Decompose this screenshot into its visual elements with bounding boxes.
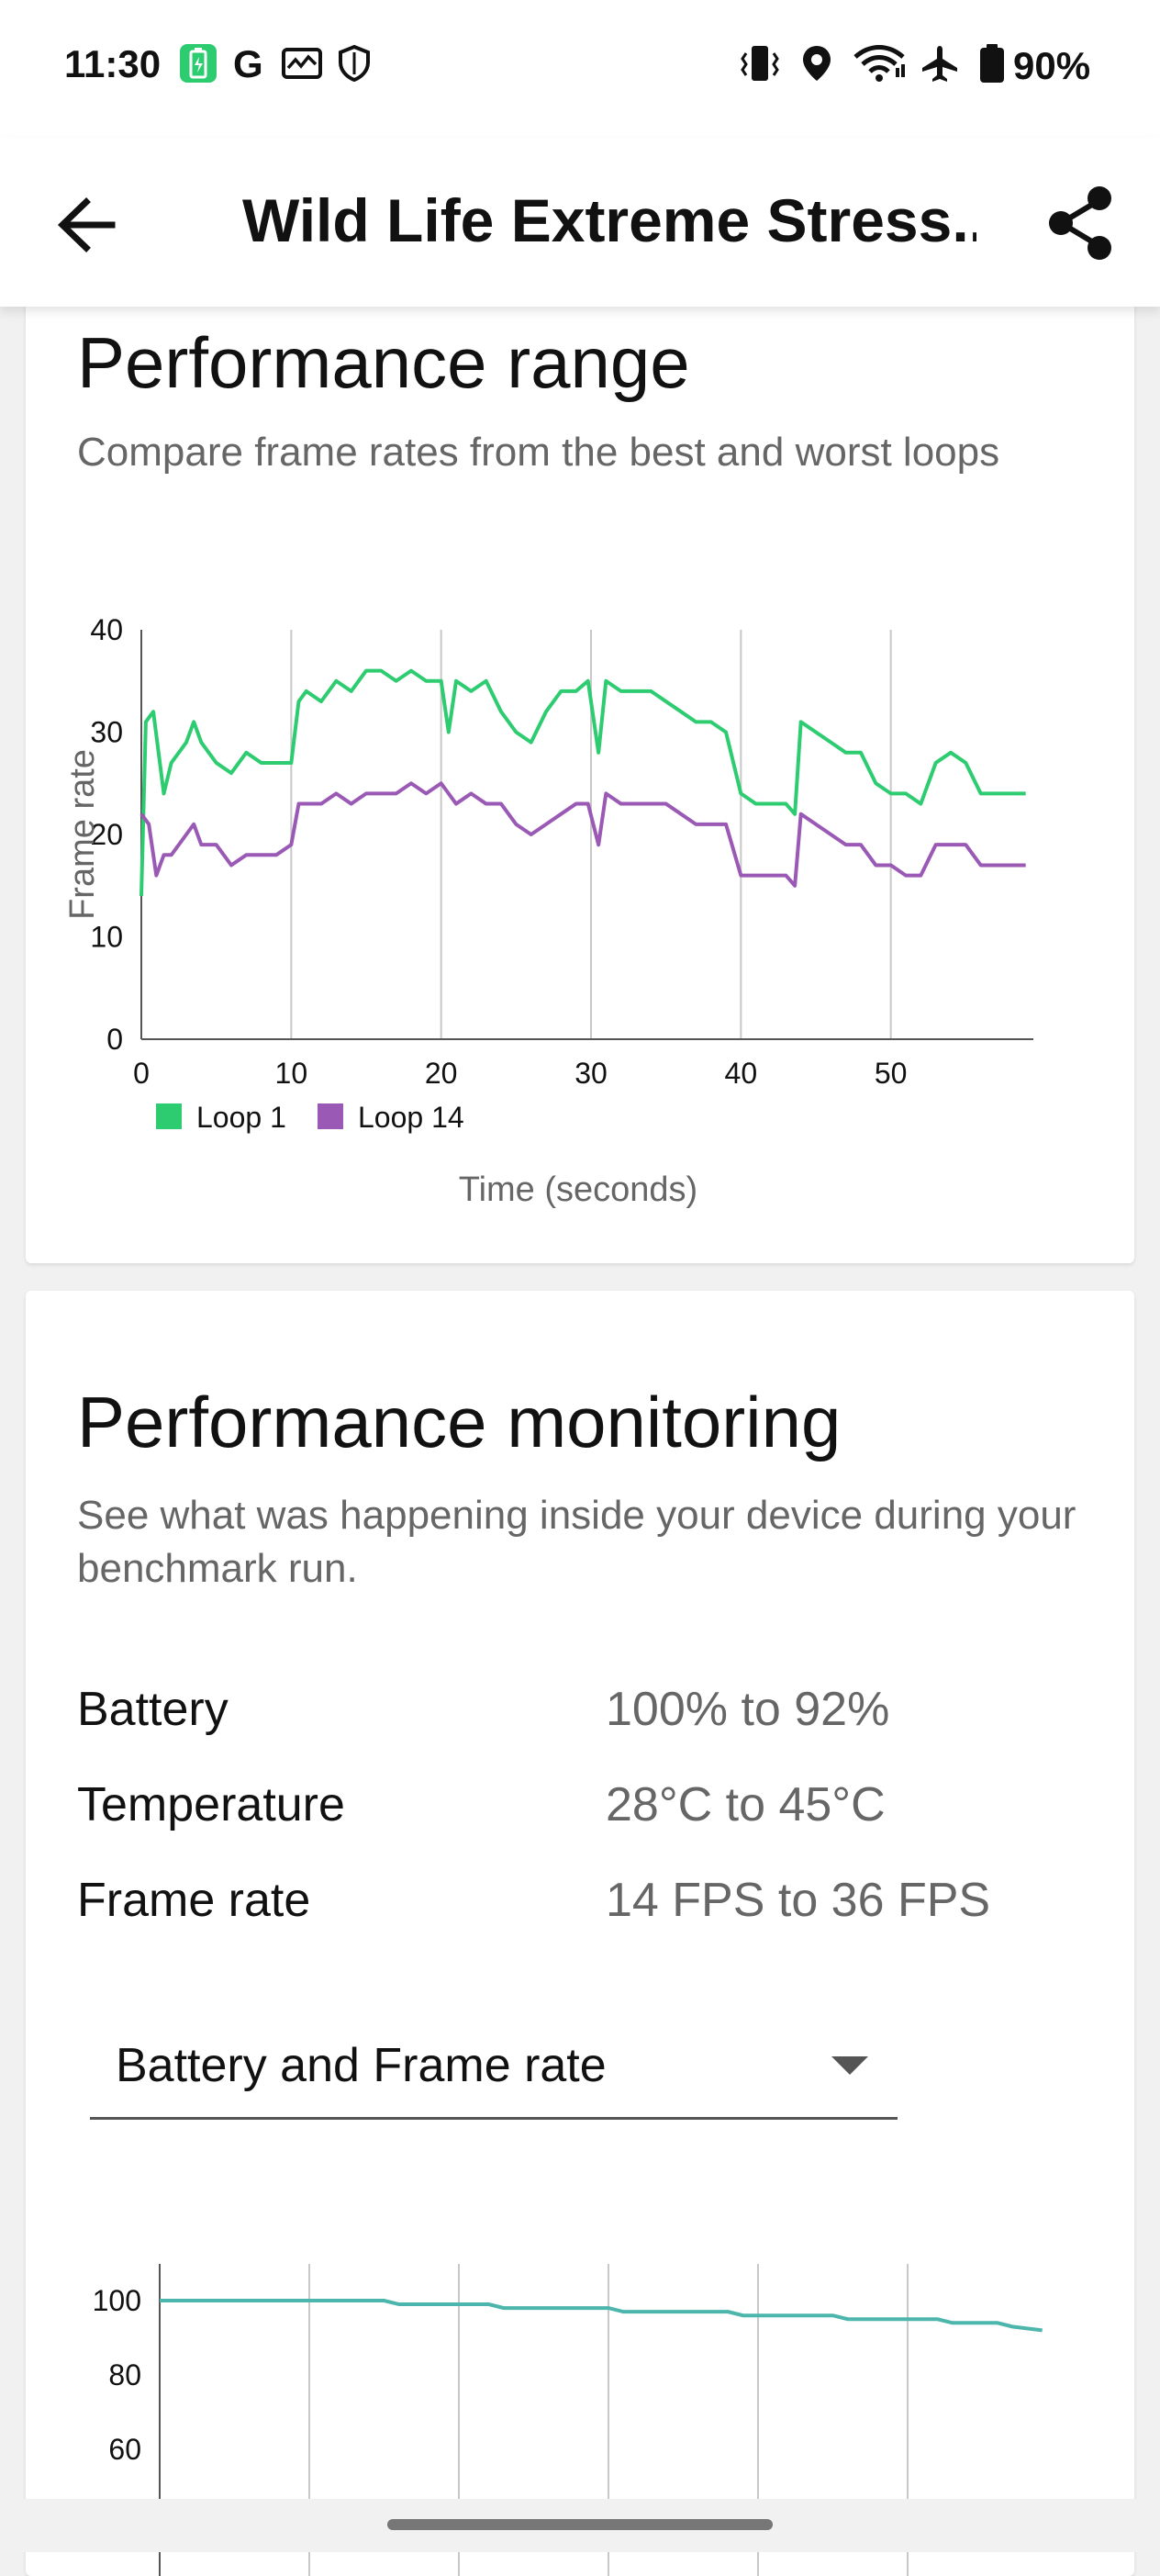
stat-label: Temperature	[77, 1778, 345, 1831]
dropdown-selected-value: Battery and Frame rate	[116, 2039, 607, 2092]
series-line	[139, 668, 1026, 896]
stat-value: 28°C to 45°C	[606, 1778, 886, 1831]
performance-monitoring-subtitle: See what was happening inside your devic…	[77, 1493, 1076, 1591]
performance-range-subtitle: Compare frame rates from the best and wo…	[77, 430, 1000, 475]
legend-swatch	[318, 1103, 343, 1129]
x-tick-label: 40	[725, 1057, 758, 1090]
battery-icon	[980, 44, 1004, 83]
wifi-icon	[853, 45, 905, 82]
y-tick-label: 40	[90, 613, 123, 646]
shield-icon	[339, 44, 370, 83]
dropdown-arrow-icon	[831, 2056, 868, 2075]
y-tick-label: 10	[90, 921, 123, 954]
series-line	[139, 781, 1026, 888]
x-tick-label: 0	[133, 1057, 150, 1090]
status-time: 11:30	[64, 42, 162, 85]
performance-range-title: Performance range	[77, 322, 690, 403]
arrow-left-icon[interactable]	[48, 184, 130, 266]
share-icon[interactable]	[1041, 182, 1123, 264]
vibrate-icon	[741, 46, 779, 81]
x-tick-label: 30	[574, 1057, 608, 1090]
x-axis-label: Time (seconds)	[459, 1170, 697, 1209]
stat-row-battery: Battery 100% to 92%	[77, 1682, 1087, 1746]
performance-monitoring-title: Performance monitoring	[77, 1382, 842, 1462]
y-axis-label: Frame rate	[63, 749, 102, 920]
chart-metric-dropdown[interactable]: Battery and Frame rate	[90, 2007, 898, 2120]
svg-text:G: G	[233, 44, 263, 83]
stat-label: Battery	[77, 1683, 229, 1736]
performance-monitoring-card: Performance monitoring See what was happ…	[26, 1291, 1134, 2576]
y-tick-label: 20	[90, 818, 123, 851]
x-tick-label: 10	[275, 1057, 308, 1090]
y-tick-label: 0	[106, 1023, 123, 1056]
stat-value: 100% to 92%	[606, 1683, 890, 1736]
airplane-icon	[922, 46, 957, 82]
legend-label: Loop 14	[358, 1101, 464, 1134]
series-line	[160, 2299, 1043, 2333]
x-tick-label: 50	[875, 1057, 908, 1090]
location-icon	[803, 46, 831, 81]
y-tick-label: 30	[90, 716, 123, 749]
battery-chart: 60 80 100	[93, 2264, 1043, 2576]
stat-row-frame-rate: Frame rate 14 FPS to 36 FPS	[77, 1873, 1087, 1937]
y-tick-label: 60	[108, 2433, 141, 2466]
google-icon: G	[233, 44, 263, 83]
stat-value: 14 FPS to 36 FPS	[606, 1874, 991, 1927]
stat-label: Frame rate	[77, 1874, 311, 1927]
legend-label: Loop 1	[196, 1101, 286, 1134]
performance-range-card: Performance range Compare frame rates fr…	[26, 292, 1134, 1263]
page-title: Wild Life Extreme Stress...	[242, 186, 976, 254]
frame-rate-chart: 0 10 20 30 40 50 0 10 20 30 40 Loop 1 Loop 14 Time (s…	[63, 613, 1033, 1209]
legend-swatch	[156, 1103, 182, 1129]
y-tick-label: 80	[108, 2358, 141, 2391]
x-tick-label: 20	[425, 1057, 458, 1090]
navigation-bar	[0, 2499, 1160, 2552]
app-bar: Wild Life Extreme Stress...	[0, 138, 1160, 307]
activity-icon	[282, 48, 322, 79]
battery-percent: 90%	[1013, 44, 1091, 87]
stat-row-temperature: Temperature 28°C to 45°C	[77, 1777, 1087, 1842]
home-gesture-handle[interactable]	[387, 2519, 773, 2530]
y-tick-label: 100	[93, 2284, 141, 2317]
battery-saver-icon	[180, 44, 217, 83]
status-bar: 11:30 G 90%	[0, 0, 1160, 138]
